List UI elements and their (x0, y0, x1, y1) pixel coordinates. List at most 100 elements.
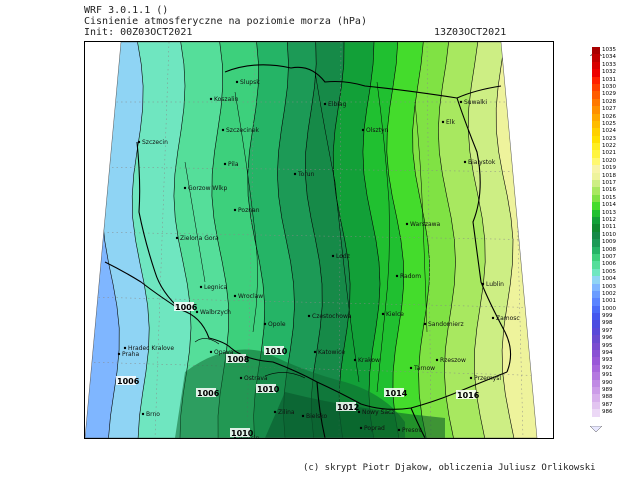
city-dot (293, 172, 297, 176)
pressure-band-1007 (211, 42, 265, 438)
legend-swatch (592, 83, 600, 92)
city-label: Praha (122, 351, 139, 358)
pressure-band-1011 (333, 42, 380, 438)
city-label: Brno (146, 411, 160, 418)
legend-label: 997 (602, 327, 613, 334)
legend-item: 986 (592, 409, 626, 417)
legend-item: 987 (592, 401, 626, 410)
city-dot (323, 102, 327, 106)
legend-swatch (592, 313, 600, 321)
legend-item: 1027 (592, 106, 626, 114)
city-label: Krakow (358, 357, 380, 364)
city-dot (397, 428, 401, 432)
legend-item: 1025 (592, 120, 626, 129)
legend-swatch (592, 106, 600, 114)
rivers (184, 71, 428, 393)
legend-label: 1025 (602, 120, 616, 127)
isobar-label: 1006 (175, 303, 198, 312)
legend-swatch (592, 209, 600, 217)
city-label: Koszalin (214, 96, 239, 103)
city-dot (301, 414, 305, 418)
legend-item: 1033 (592, 61, 626, 70)
isobar-line (386, 42, 405, 438)
legend-item: 1008 (592, 246, 626, 254)
legend-label: 1031 (602, 76, 616, 83)
legend-swatch (592, 379, 600, 387)
legend-label: 996 (602, 335, 613, 342)
legend-swatch (592, 128, 600, 136)
legend-cap-bottom (589, 417, 603, 433)
city-label: Sandomierz (428, 321, 464, 328)
legend-item: 1014 (592, 202, 626, 210)
legend-item: 1020 (592, 157, 626, 166)
isobar-label: 1016 (457, 391, 480, 400)
legend-item: 1015 (592, 194, 626, 203)
legend-item: 1003 (592, 283, 626, 291)
legend-swatch (592, 54, 600, 62)
legend-swatch (592, 224, 600, 232)
legend-swatch (592, 194, 600, 203)
legend-item: 1026 (592, 113, 626, 121)
isobar-line (467, 42, 486, 438)
legend-swatch (592, 335, 600, 343)
legend-cap-top (589, 41, 603, 57)
legend-label: 1021 (602, 150, 616, 157)
city-dot (405, 222, 409, 226)
lat-lon-grid (85, 42, 537, 438)
city-label: Gorzow Wlkp (188, 185, 227, 192)
isobar-label-bg (196, 388, 216, 397)
city-dot (235, 80, 239, 84)
legend-label: 998 (602, 320, 613, 327)
city-dot (395, 274, 399, 278)
isobar-label-bg (264, 346, 284, 355)
legend-swatch (592, 47, 600, 55)
city-dot (273, 410, 277, 414)
city-dot (353, 358, 357, 362)
legend-swatch (592, 180, 600, 188)
city-label: Rzeszow (440, 357, 466, 364)
city-dot (199, 285, 203, 289)
legend-item: 1010 (592, 231, 626, 240)
legend-label: 1000 (602, 305, 616, 312)
map-canvas: Slupsk Koszalin Szczecin Szczecinek Pila Gorz… (85, 42, 553, 438)
legend-swatch (592, 386, 600, 395)
isobar-label: 1010 (231, 429, 254, 438)
legend-swatch (592, 69, 600, 77)
legend-swatch (592, 135, 600, 144)
city-dot (123, 346, 127, 350)
city-dot (233, 208, 237, 212)
legend-label: 1013 (602, 209, 616, 216)
city-dot (409, 366, 413, 370)
city-dot (233, 294, 237, 298)
legend-item: 1019 (592, 165, 626, 173)
legend-item: 1009 (592, 239, 626, 247)
legend-swatch (592, 276, 600, 284)
legend-label: 1023 (602, 135, 616, 142)
terrain-dark-contours (175, 338, 445, 438)
legend-swatch (592, 98, 600, 107)
city-dot (195, 310, 199, 314)
legend-label: 1011 (602, 224, 616, 231)
isobar-label: 1010 (265, 347, 288, 356)
legend-label: 1002 (602, 290, 616, 297)
isobar-label-bg (336, 402, 356, 411)
field-title: Cisnienie atmosferyczne na poziomie morz… (84, 16, 367, 27)
legend-item: 1028 (592, 98, 626, 107)
legend-label: 1004 (602, 276, 616, 283)
city-label: Szczecinek (226, 127, 260, 134)
city-dot (331, 254, 335, 258)
legend-item: 1022 (592, 143, 626, 151)
city-dot (175, 236, 179, 240)
legend-label: 986 (602, 409, 613, 416)
legend-item: 993 (592, 357, 626, 365)
legend-item: 1012 (592, 216, 626, 225)
city-label: Szczecin (142, 139, 168, 146)
city-label: Suwalki (464, 99, 487, 106)
isobar-line (304, 42, 323, 438)
legend-swatch (592, 305, 600, 314)
city-dot (239, 376, 243, 380)
legend-label: 989 (602, 386, 613, 393)
legend-swatch (592, 246, 600, 254)
city-dot (223, 162, 227, 166)
legend-label: 1005 (602, 268, 616, 275)
